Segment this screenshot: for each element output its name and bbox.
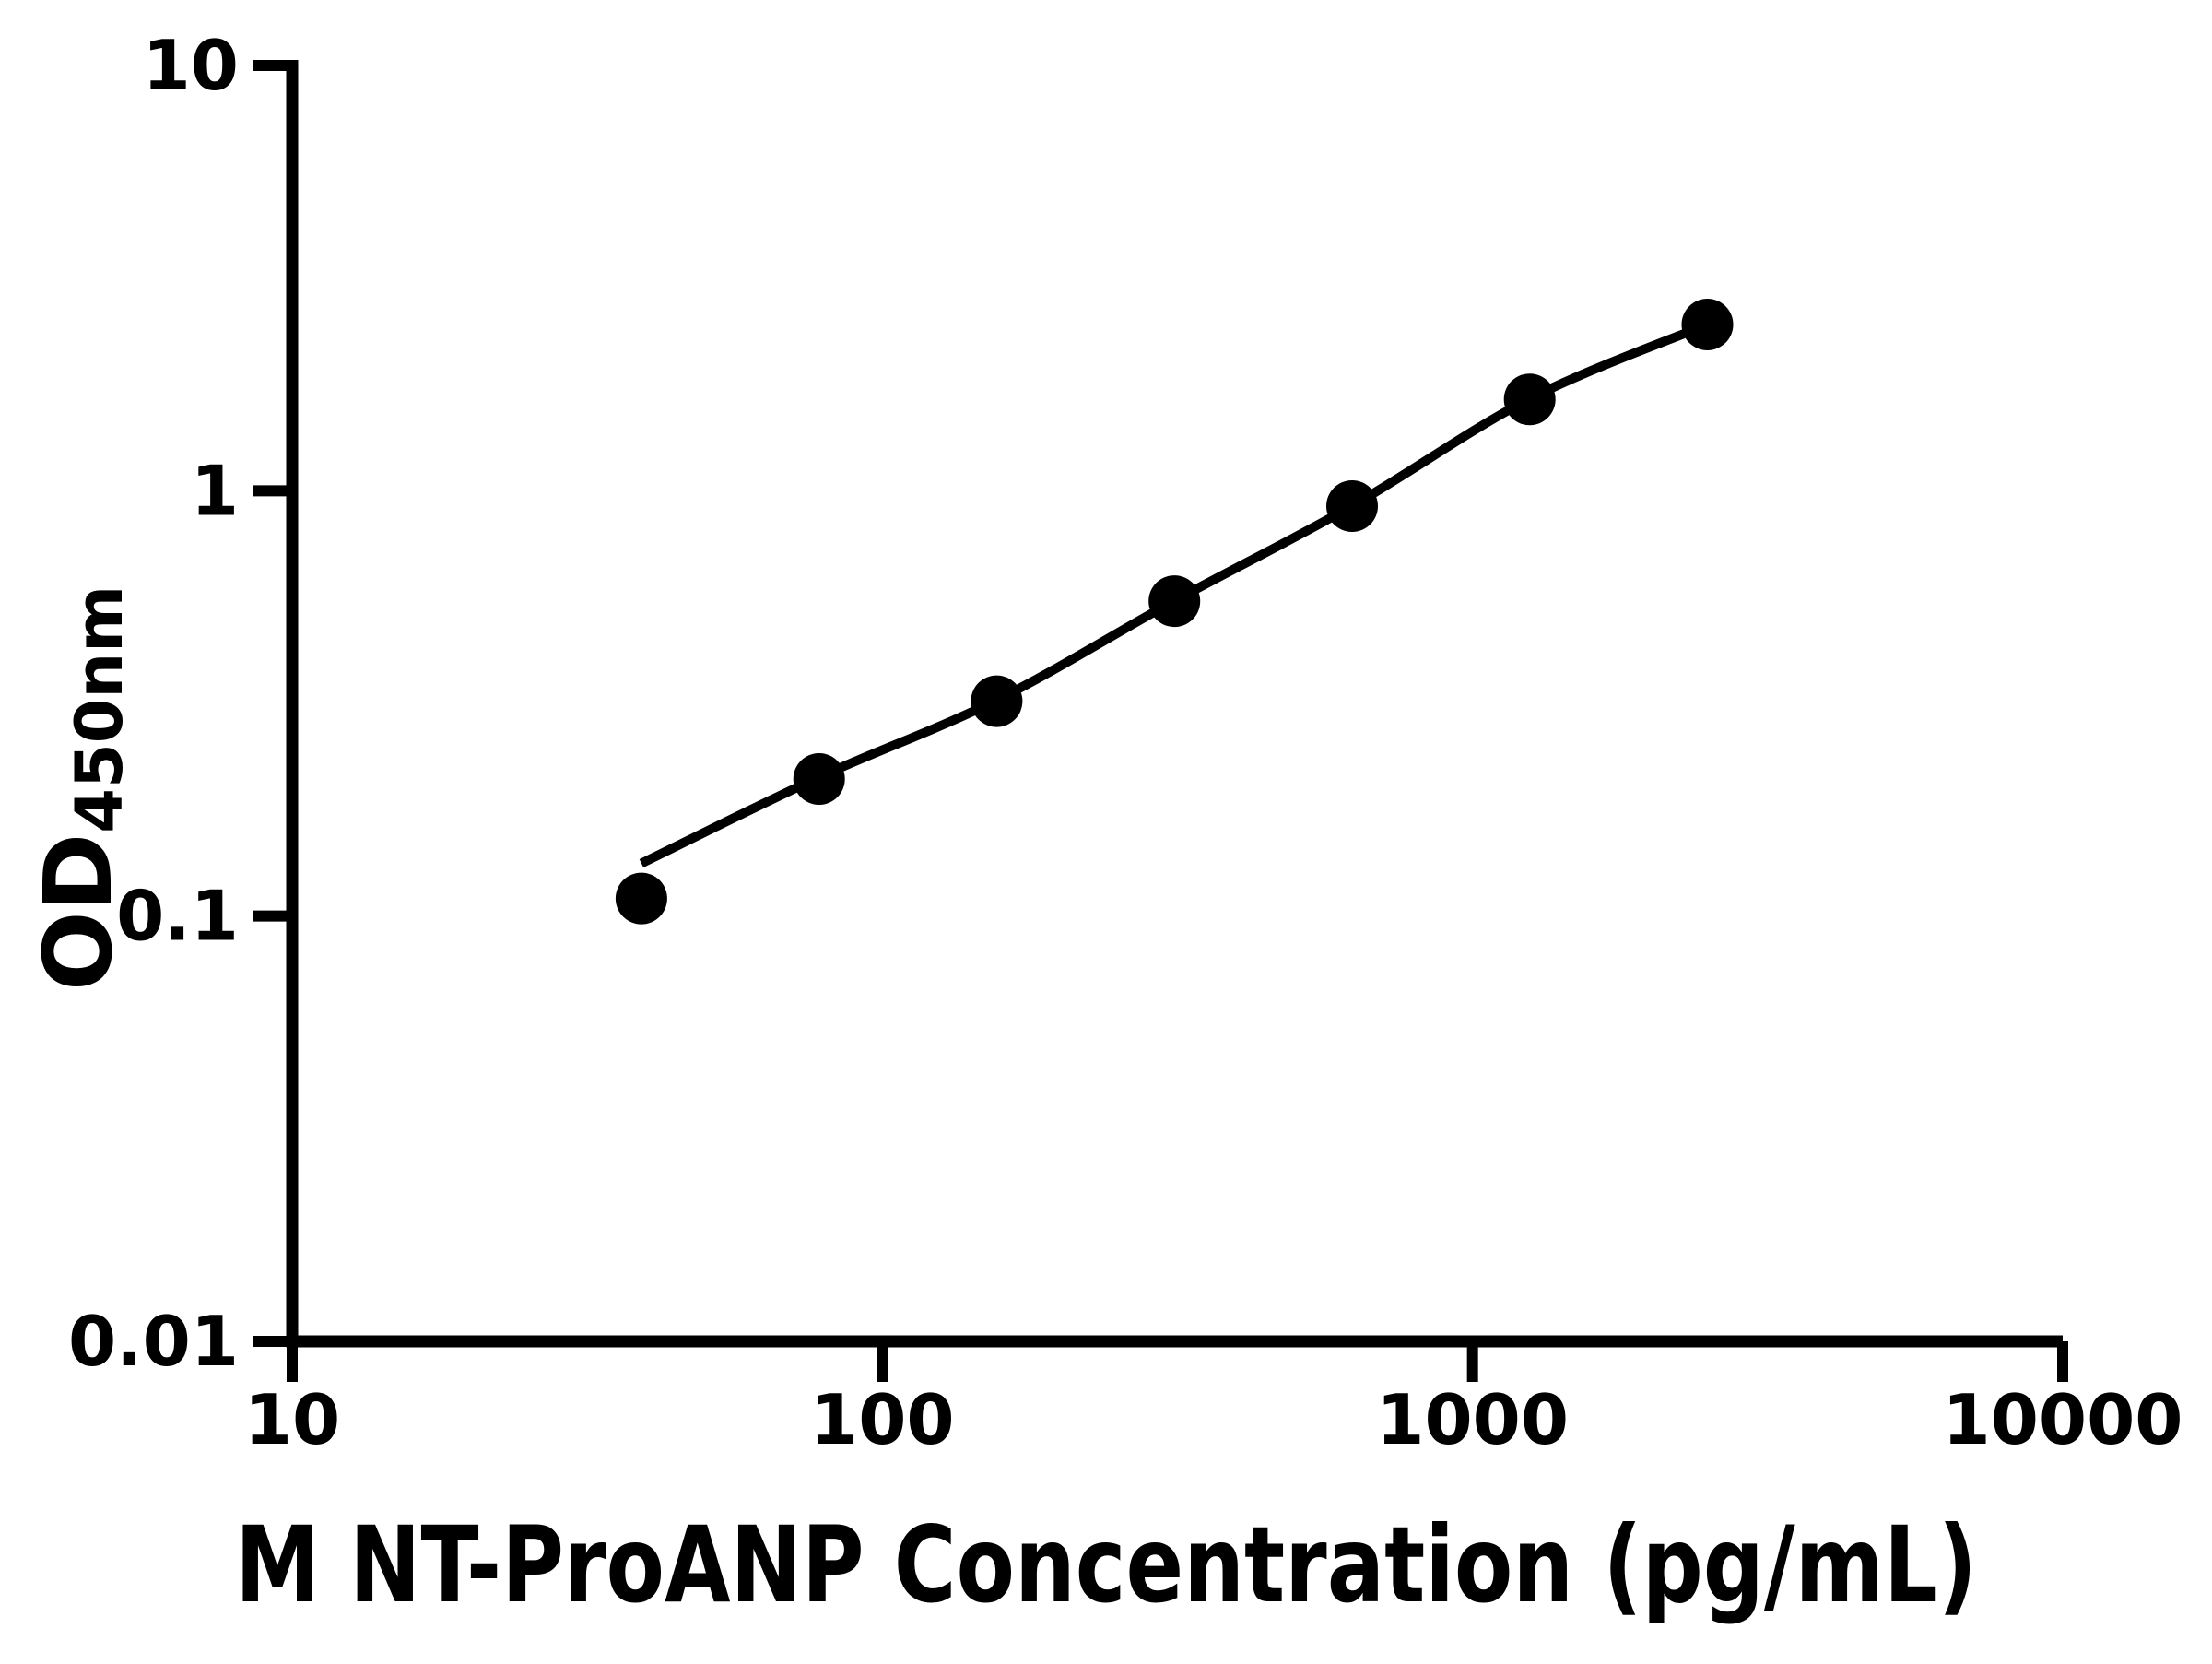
x-tick-label: 1000 bbox=[1376, 1379, 1569, 1460]
data-point-marker bbox=[1148, 575, 1201, 628]
axis-spine bbox=[286, 60, 2063, 1348]
y-axis-title-main: OD bbox=[24, 833, 134, 991]
data-point-marker bbox=[1681, 299, 1734, 350]
y-tick-label: 1 bbox=[191, 450, 239, 531]
x-tick-label: 10000 bbox=[1943, 1379, 2183, 1460]
data-point-marker bbox=[793, 753, 845, 805]
x-tick-label: 100 bbox=[810, 1379, 955, 1460]
x-tick-label: 10 bbox=[244, 1379, 340, 1460]
data-point-marker bbox=[615, 872, 667, 925]
data-point-marker bbox=[1503, 373, 1556, 426]
data-point-marker bbox=[971, 675, 1023, 727]
y-axis-title-subscript: 450nm bbox=[62, 585, 137, 833]
data-series bbox=[615, 299, 1734, 925]
y-tick-label: 10 bbox=[143, 25, 239, 106]
y-tick-label: 0.01 bbox=[68, 1301, 239, 1382]
y-tick-label: 0.1 bbox=[116, 876, 239, 957]
x-axis-title: M NT-ProANP Concentration (pg/mL) bbox=[235, 1504, 1977, 1626]
y-axis-title: OD450nm bbox=[24, 585, 137, 991]
axis-tick-labels: 10 100 1000 10000 0.01 0.1 1 10 bbox=[68, 25, 2183, 1460]
axis-ticks bbox=[253, 60, 2068, 1382]
data-point-marker bbox=[1326, 480, 1378, 532]
